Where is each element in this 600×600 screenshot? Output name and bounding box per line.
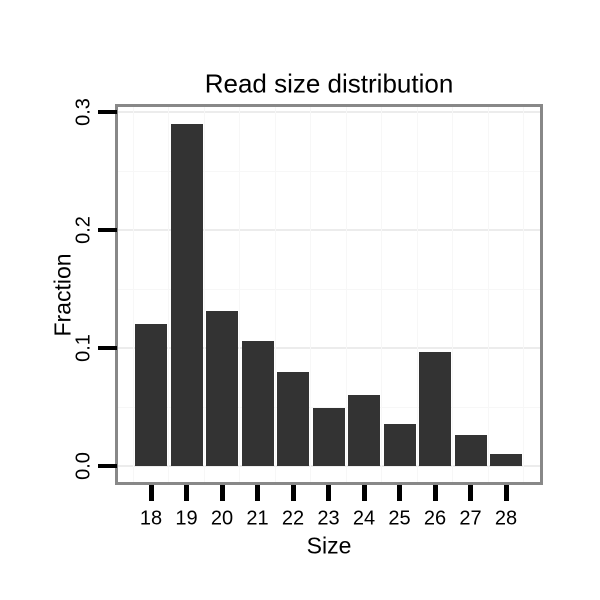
bar-size-18 — [135, 324, 167, 466]
bar-size-25 — [383, 423, 416, 466]
x-axis-tick — [397, 485, 402, 501]
y-axis-title: Fraction — [49, 253, 76, 337]
gridline-y-major — [118, 229, 540, 231]
x-axis-tick-label: 24 — [352, 507, 376, 530]
x-axis-tick — [290, 485, 296, 501]
gridline-x-minor — [416, 107, 418, 482]
gridline-x-minor — [523, 107, 525, 482]
y-axis-tick — [98, 464, 117, 468]
bar-size-27 — [454, 435, 487, 466]
x-axis-tick — [148, 485, 154, 501]
bar-size-21 — [241, 340, 274, 466]
x-axis-tick — [326, 485, 331, 501]
gridline-y-minor — [118, 288, 540, 290]
gridline-x-minor — [381, 107, 383, 482]
bar-size-22 — [277, 371, 309, 466]
bar-size-19 — [170, 123, 203, 466]
gridline-x-minor — [487, 107, 489, 482]
gridline-y-major — [118, 111, 540, 113]
x-axis-title: Size — [306, 532, 352, 559]
gridline-y-minor — [118, 406, 540, 408]
x-axis-tick — [219, 485, 225, 501]
x-axis-tick — [255, 485, 260, 501]
bar-size-24 — [348, 395, 380, 466]
x-axis-tick-label: 20 — [210, 507, 234, 530]
y-axis-tick — [98, 228, 117, 232]
gridline-x-minor — [203, 107, 205, 482]
y-axis-tick — [98, 110, 117, 114]
x-axis-tick-label: 18 — [139, 507, 163, 530]
x-axis-tick-label: 21 — [246, 507, 269, 530]
x-axis-tick — [503, 485, 509, 501]
x-axis-tick-label: 19 — [175, 507, 198, 530]
gridline-y-major — [118, 465, 540, 467]
gridline-x-minor — [168, 107, 170, 482]
x-axis-tick-label: 25 — [388, 507, 411, 530]
y-axis-tick-label: 0.3 — [72, 98, 95, 126]
y-axis-tick-label: 0.0 — [72, 452, 95, 480]
x-axis-tick — [468, 485, 473, 501]
bar-size-26 — [419, 351, 451, 466]
x-axis-tick — [184, 485, 189, 501]
bar-size-23 — [312, 408, 345, 466]
y-axis-tick — [98, 346, 117, 350]
gridline-y-major — [118, 347, 540, 349]
x-axis-tick-label: 22 — [281, 507, 305, 530]
x-axis-tick — [361, 485, 367, 501]
gridline-x-minor — [310, 107, 312, 482]
gridline-x-minor — [345, 107, 347, 482]
gridline-x-minor — [132, 107, 134, 482]
chart-title: Read size distribution — [204, 68, 454, 99]
x-axis-tick-label: 26 — [423, 507, 447, 530]
y-axis-tick-label: 0.2 — [72, 216, 95, 244]
x-axis-tick-label: 23 — [317, 507, 340, 530]
gridline-x-minor — [239, 107, 241, 482]
x-axis-tick-label: 28 — [494, 507, 518, 530]
gridline-y-minor — [118, 170, 540, 172]
bar-size-20 — [206, 311, 238, 466]
x-axis-tick — [432, 485, 438, 501]
bar-size-28 — [490, 454, 522, 466]
gridline-x-minor — [452, 107, 454, 482]
x-axis-tick-label: 27 — [459, 507, 482, 530]
gridline-x-minor — [274, 107, 276, 482]
y-axis-tick-label: 0.1 — [72, 334, 95, 362]
